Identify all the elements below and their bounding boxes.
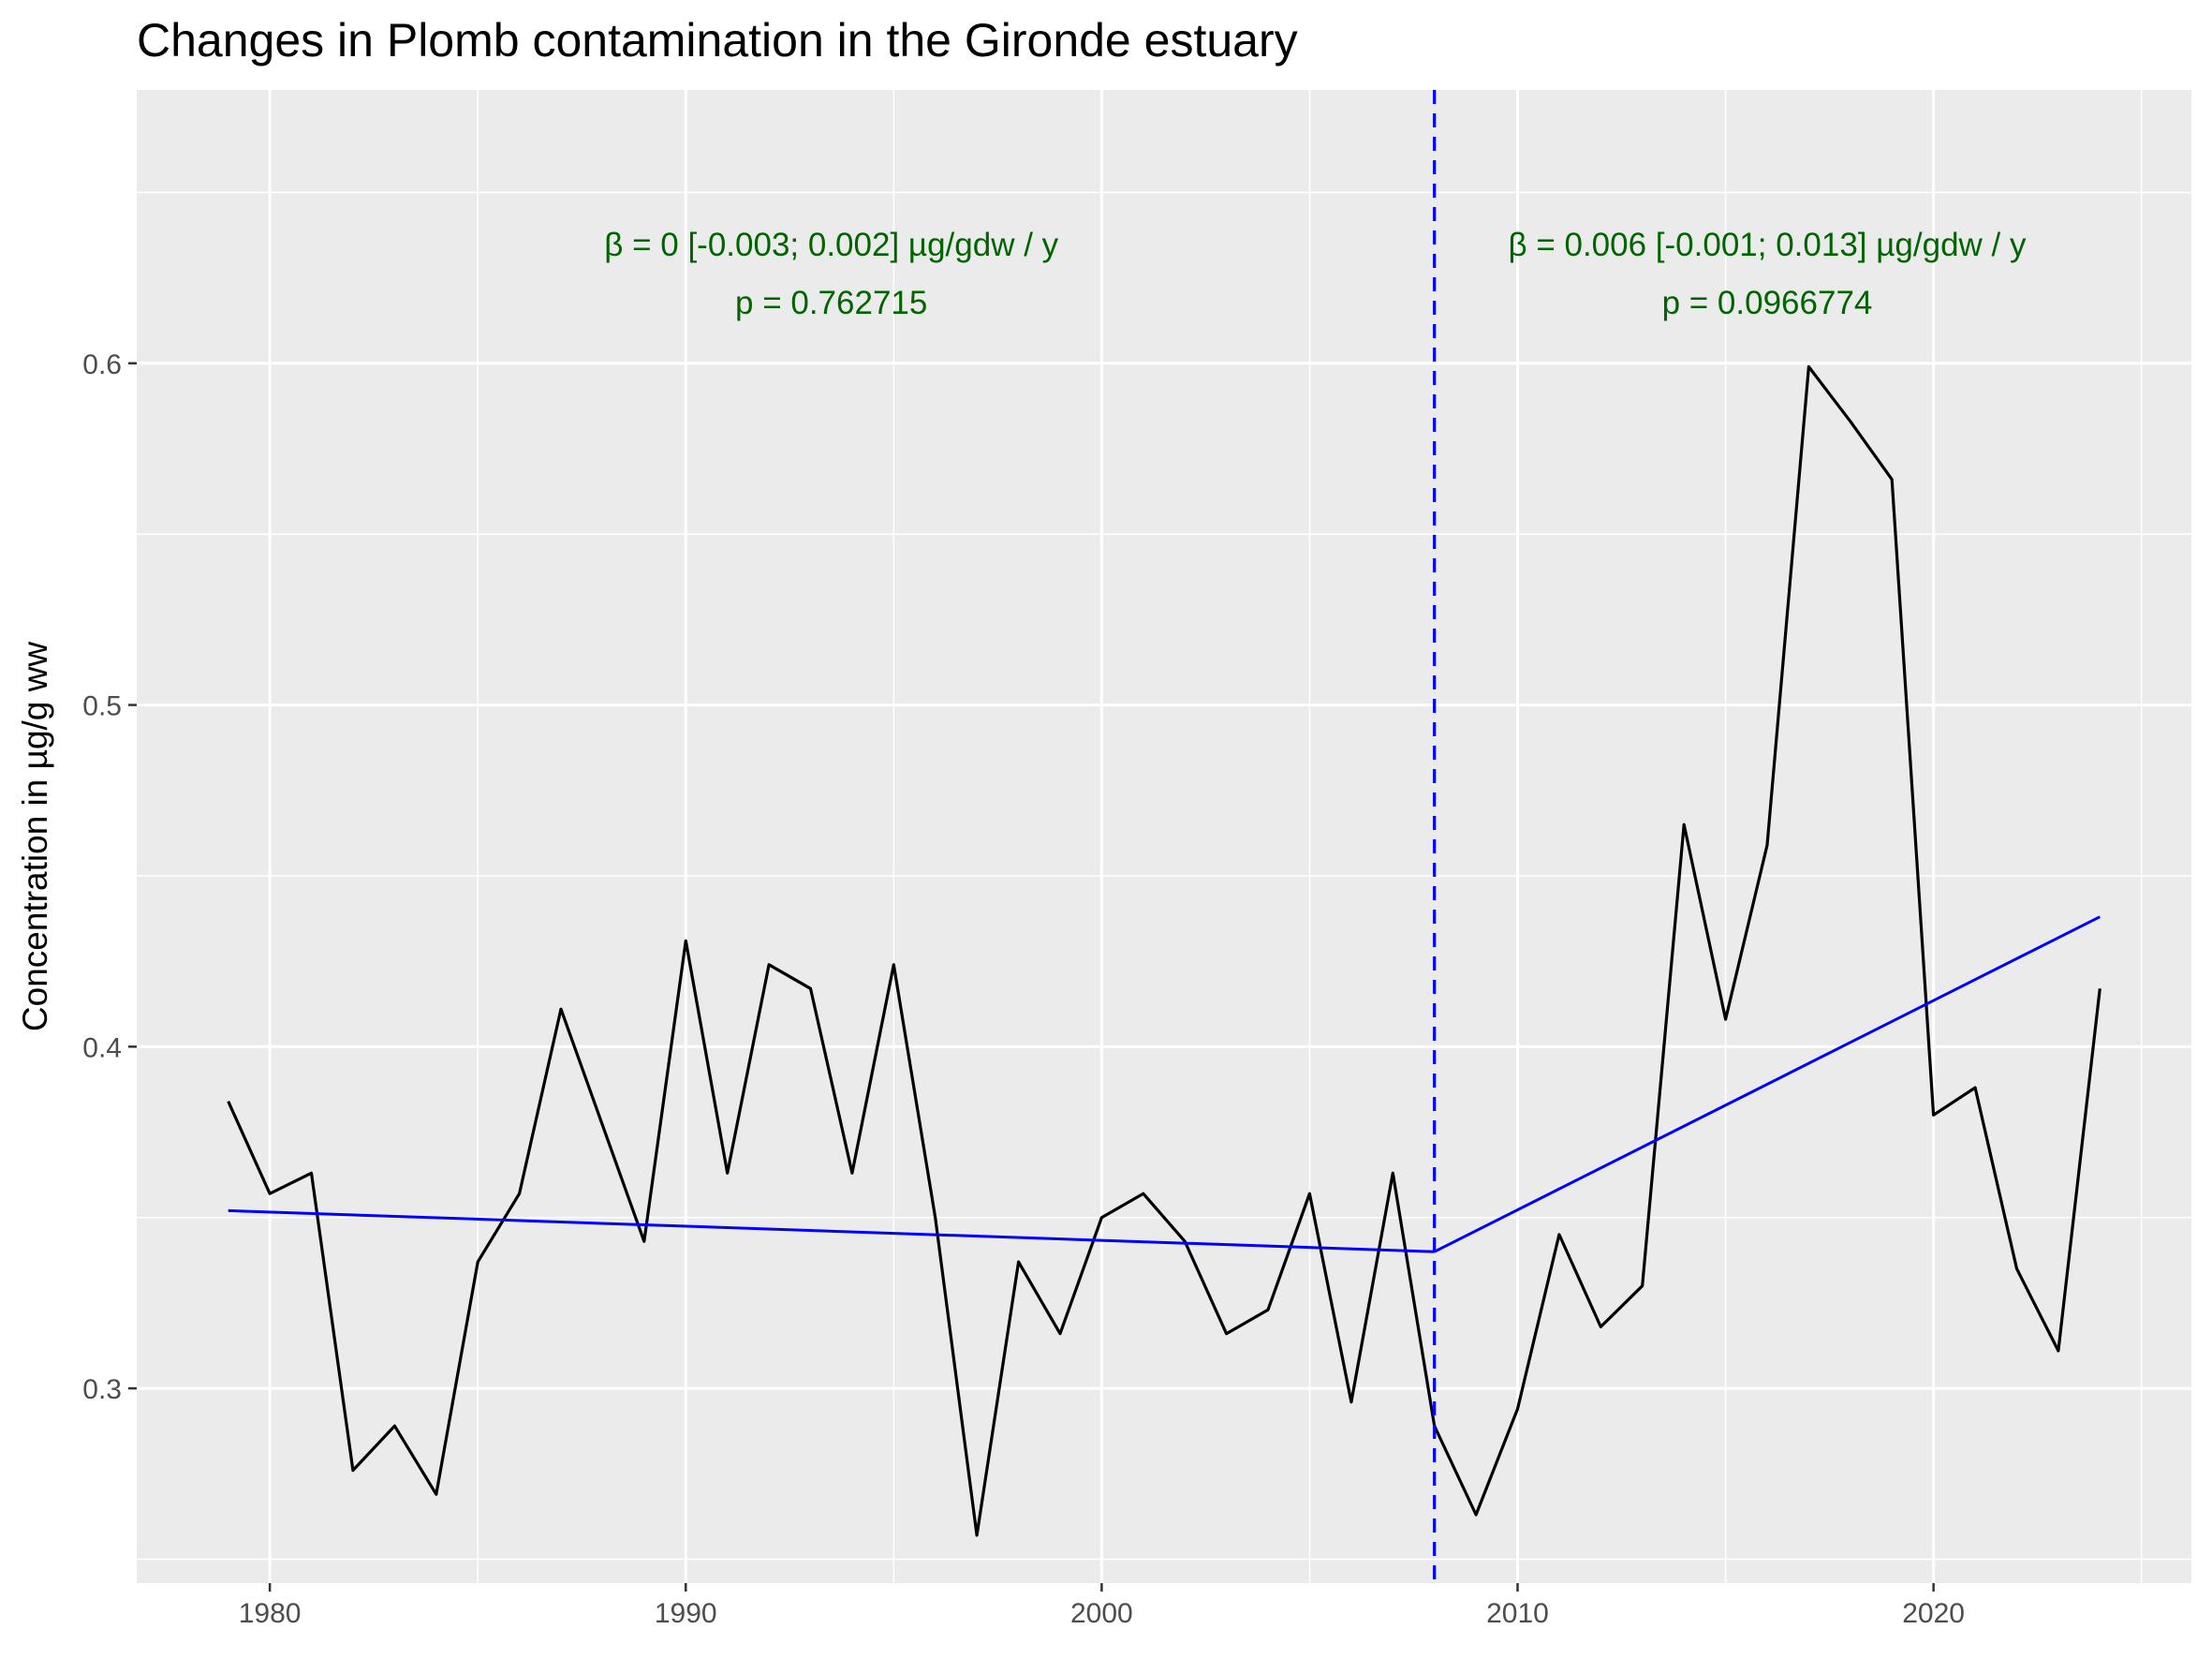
chart-title: Changes in Plomb contamination in the Gi… [137,14,1298,67]
plot-panel [137,90,2191,1583]
x-tick-label: 2010 [1486,1598,1549,1629]
annotation-p-value: p = 0.0966774 [1662,285,1873,321]
y-tick-label: 0.3 [82,1374,122,1405]
annotation-layer: β = 0 [-0.003; 0.002] µg/gdw / y p = 0.76… [604,227,2027,321]
x-tick-label: 1980 [239,1598,302,1629]
minor-gridlines [137,90,2191,1583]
series-line [227,364,2101,1537]
y-tick-label: 0.6 [82,349,122,380]
annotation-beta: β = 0 [-0.003; 0.002] µg/gdw / y [604,227,1058,263]
axes-layer: 1980 1990 2000 2010 2020 0.3 0.4 0.5 0.6 [82,349,1965,1629]
trend-line [228,1208,1435,1253]
annotation-p-value: p = 0.762715 [735,285,927,321]
trend-layer [228,90,2101,1583]
x-tick-label: 2020 [1902,1598,1965,1629]
y-tick-label: 0.5 [82,691,122,722]
trend-line [1434,915,2101,1253]
y-axis-title: Concentration in µg/g ww [16,642,54,1031]
x-tick-label: 2000 [1070,1598,1133,1629]
major-gridlines [137,90,2191,1583]
y-tick-label: 0.4 [82,1032,122,1063]
x-tick-label: 1990 [655,1598,717,1629]
series-layer [227,364,2101,1537]
annotation-beta: β = 0.006 [-0.001; 0.013] µg/gdw / y [1508,227,2027,263]
